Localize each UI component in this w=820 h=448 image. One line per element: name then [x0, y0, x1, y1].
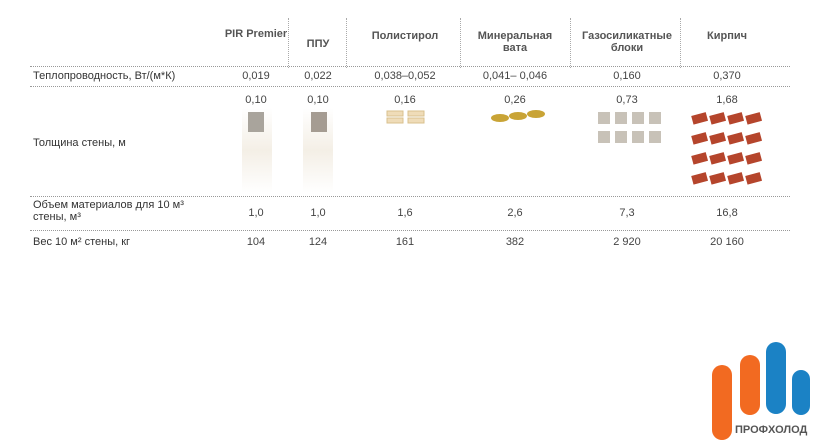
- cell: 2 920: [613, 236, 641, 248]
- polystyrene-icon: [386, 110, 425, 124]
- cell: 1,0: [310, 207, 326, 219]
- separator: [30, 196, 790, 197]
- cell: 124: [308, 236, 328, 248]
- cell: 0,26: [504, 94, 526, 106]
- column-divider: [570, 18, 571, 68]
- cell: 0,019: [242, 70, 270, 82]
- cell: 0,370: [713, 70, 741, 82]
- cell: 0,16: [394, 94, 416, 106]
- column-header: Полистирол: [371, 30, 439, 42]
- brick-icon: [691, 112, 763, 185]
- cell: 0,041– 0,046: [482, 70, 548, 82]
- row-label: Теплопроводность, Вт/(м*К): [33, 70, 176, 82]
- cell: 104: [246, 236, 266, 248]
- logo-text: ПРОФХОЛОД: [735, 424, 808, 436]
- cell: 1,6: [397, 207, 413, 219]
- cell: 0,160: [613, 70, 641, 82]
- column-header: PIR Premier: [224, 28, 288, 40]
- column-divider: [346, 18, 347, 68]
- cell: 0,73: [616, 94, 638, 106]
- column-header: Минеральная вата: [477, 30, 553, 54]
- cell: 0,10: [245, 94, 267, 106]
- column-divider: [288, 18, 289, 68]
- cell: 7,3: [619, 207, 635, 219]
- column-header: Газосиликатные блоки: [582, 30, 672, 54]
- cell: 2,6: [507, 207, 523, 219]
- cell: 0,038–0,052: [374, 70, 436, 82]
- row-label: Толщина стены, м: [33, 137, 126, 149]
- cell: 1,68: [716, 94, 738, 106]
- separator: [30, 86, 790, 87]
- cell: 382: [505, 236, 525, 248]
- cell: 1,0: [248, 207, 264, 219]
- column-header: Кирпич: [707, 30, 747, 42]
- column-divider: [680, 18, 681, 68]
- gas-block-icon: [598, 112, 661, 143]
- pir-icon: [248, 112, 264, 132]
- cell: 161: [395, 236, 415, 248]
- separator: [30, 230, 790, 231]
- cell: 0,022: [304, 70, 332, 82]
- column-divider: [460, 18, 461, 68]
- mineral-wool-icon: [491, 110, 545, 122]
- row-label: Объем материалов для 10 м³ стены, м³: [33, 199, 184, 223]
- cell: 0,10: [307, 94, 329, 106]
- column-header: ППУ: [306, 38, 330, 50]
- logo-mark: [712, 342, 810, 440]
- row-label: Вес 10 м² стены, кг: [33, 236, 131, 248]
- cell: 16,8: [716, 207, 738, 219]
- separator: [30, 66, 790, 67]
- ppu-icon: [311, 112, 327, 132]
- cell: 20 160: [710, 236, 744, 248]
